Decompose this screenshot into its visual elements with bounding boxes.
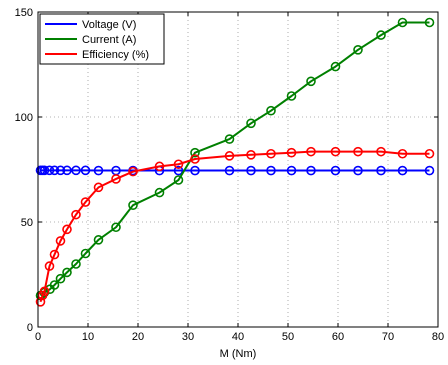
data-point: [173, 165, 184, 176]
data-point: [224, 134, 235, 144]
data-point: [93, 165, 104, 176]
data-point: [353, 44, 363, 55]
x-tick-label: 40: [232, 331, 244, 343]
x-axis-title: M (Nm): [220, 348, 257, 360]
data-point: [93, 182, 104, 193]
data-point: [49, 165, 60, 176]
data-point: [330, 61, 341, 72]
legend: Voltage (V) Current (A) Efficiency (%): [39, 13, 165, 65]
data-point: [173, 175, 184, 185]
legend-label: Current (A): [82, 34, 136, 46]
data-point: [286, 91, 297, 101]
data-point: [306, 146, 316, 157]
data-point: [246, 165, 256, 176]
data-point: [49, 280, 60, 290]
data-point: [55, 165, 66, 176]
legend-label: Voltage (V): [82, 19, 136, 31]
y-tick-label: 0: [27, 322, 33, 334]
x-tick-label: 60: [332, 331, 344, 343]
data-point: [39, 286, 50, 297]
data-point: [128, 166, 138, 177]
data-point: [62, 224, 72, 235]
data-point: [190, 165, 200, 176]
data-point: [80, 248, 91, 259]
data-point: [49, 249, 60, 260]
data-point: [80, 197, 91, 207]
data-point: [330, 146, 341, 157]
x-tick-label: 70: [382, 331, 394, 343]
x-tick-label: 20: [132, 331, 144, 343]
data-point: [154, 161, 165, 172]
data-point: [424, 165, 435, 176]
x-tick-label: 80: [432, 331, 444, 343]
data-point: [154, 187, 165, 198]
series-1: [35, 17, 435, 301]
legend-label: Efficiency (%): [82, 49, 149, 61]
data-point: [376, 146, 386, 157]
data-point: [111, 222, 121, 233]
data-point: [190, 147, 200, 158]
data-point: [424, 148, 435, 159]
data-point: [397, 148, 408, 159]
data-point: [246, 150, 256, 160]
data-point: [93, 235, 104, 245]
data-point: [266, 105, 276, 116]
data-point: [286, 165, 297, 176]
x-tick-label: 10: [82, 331, 94, 343]
data-point: [55, 273, 66, 284]
data-point: [376, 30, 386, 40]
data-point: [128, 200, 138, 210]
x-tick-label: 30: [182, 331, 194, 343]
data-point: [44, 261, 55, 271]
data-point: [80, 165, 91, 176]
data-point: [266, 165, 276, 176]
x-tick-label: 50: [282, 331, 294, 343]
data-point: [224, 151, 235, 161]
data-point: [397, 165, 408, 176]
y-tick-label: 100: [15, 112, 33, 124]
data-point: [266, 148, 276, 159]
data-point: [330, 165, 341, 176]
data-point: [353, 146, 363, 157]
data-point: [424, 17, 435, 28]
series-layer: [35, 17, 435, 307]
data-point: [353, 165, 363, 176]
data-point: [376, 165, 386, 176]
series-line: [39, 150, 430, 303]
data-point: [397, 17, 408, 28]
data-point: [111, 174, 121, 184]
data-point: [55, 236, 66, 246]
data-point: [35, 296, 46, 307]
data-point: [306, 76, 316, 87]
data-point: [44, 165, 55, 176]
ticks: 0 10 20 30 40 50 60 70 80 0 50 100 150: [15, 7, 444, 343]
series-2: [35, 146, 435, 307]
data-point: [306, 165, 316, 176]
data-point: [190, 154, 200, 164]
data-point: [224, 165, 235, 176]
data-point: [173, 159, 184, 170]
data-point: [62, 165, 72, 176]
data-point: [71, 259, 81, 269]
data-point: [39, 165, 50, 176]
data-point: [286, 147, 297, 158]
y-tick-label: 50: [21, 217, 33, 229]
data-point: [71, 165, 81, 176]
x-tick-label: 0: [35, 331, 41, 343]
data-point: [71, 209, 81, 220]
data-point: [62, 267, 72, 278]
y-tick-label: 150: [15, 7, 33, 19]
data-point: [246, 118, 256, 129]
